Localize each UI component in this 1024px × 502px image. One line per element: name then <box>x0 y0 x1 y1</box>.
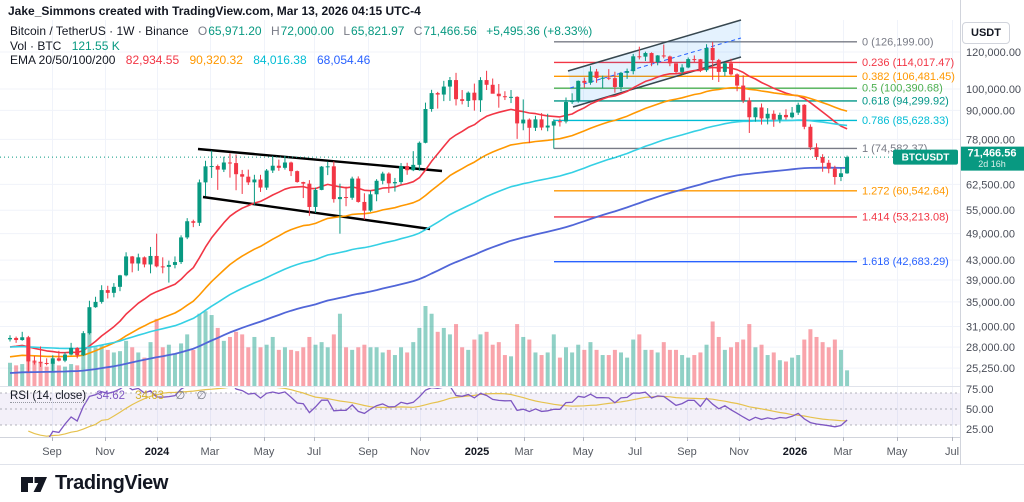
footer-bar: TradingView <box>0 465 1024 502</box>
tradingview-brand-text: TradingView <box>55 472 169 494</box>
svg-text:100,000.00: 100,000.00 <box>966 84 1021 96</box>
main-chart-canvas[interactable]: 0 (126,199.00) 0.236 (114,017.47) 0.382 (1… <box>0 0 1024 465</box>
svg-text:31,000.00: 31,000.00 <box>966 322 1015 334</box>
rsi-empty-1: ∅ <box>175 390 186 402</box>
ohlc-open-label: O <box>197 24 208 38</box>
symbol-title: Bitcoin / TetherUS · 1W · Binance <box>10 24 189 38</box>
ohlc-low-value: 65,821.97 <box>351 24 405 38</box>
price-change: +5,495.36 (+8.33%) <box>486 24 593 38</box>
svg-text:Nov: Nov <box>410 446 430 458</box>
rsi-band <box>0 392 960 426</box>
volume-label: Vol · BTC <box>10 38 62 53</box>
svg-text:BTCUSDT: BTCUSDT <box>902 153 950 164</box>
svg-text:39,000.00: 39,000.00 <box>966 275 1015 287</box>
rsi-value: 34.62 <box>96 390 126 402</box>
svg-text:0.382 (106,481.45): 0.382 (106,481.45) <box>862 71 955 83</box>
ohlc-low-label: L <box>343 24 351 38</box>
svg-text:May: May <box>887 446 908 458</box>
svg-text:2026: 2026 <box>783 446 807 458</box>
rsi-ma-value: 34.63 <box>135 390 165 402</box>
volume-legend-row[interactable]: Vol · BTC 121.55 K <box>10 39 592 54</box>
currency-toggle-button[interactable]: USDT <box>962 22 1010 44</box>
ema-legend-row[interactable]: EMA 20/50/100/200 82,934.55 90,320.32 84… <box>10 53 592 68</box>
svg-text:2025: 2025 <box>465 446 489 458</box>
svg-text:0 (126,199.00): 0 (126,199.00) <box>862 36 934 48</box>
svg-text:55,000.00: 55,000.00 <box>966 205 1015 217</box>
svg-text:May: May <box>254 446 275 458</box>
grid-lines <box>0 20 960 437</box>
rsi-label: RSI (14, close) <box>10 390 87 403</box>
svg-text:1.618 (42,683.29): 1.618 (42,683.29) <box>862 256 949 268</box>
attribution-text: Jake_Simmons created with TradingView.co… <box>8 4 421 18</box>
svg-text:2024: 2024 <box>145 446 170 458</box>
ohlc-open-value: 65,971.20 <box>208 24 262 38</box>
volume-value: 121.55 K <box>71 38 120 53</box>
ema-lines <box>9 66 848 374</box>
rsi-legend[interactable]: RSI (14, close) 34.62 34.63 ∅ ∅ <box>10 388 207 403</box>
svg-text:35,000.00: 35,000.00 <box>966 297 1015 309</box>
current-price-line: BTCUSDT <box>0 149 960 165</box>
ohlc-close-label: C <box>413 24 423 38</box>
rsi-empty-2: ∅ <box>196 390 207 402</box>
svg-text:Mar: Mar <box>515 446 534 458</box>
ema20-value: 82,934.55 <box>125 53 180 67</box>
svg-text:Mar: Mar <box>201 446 220 458</box>
time-axis-labels[interactable]: Sep Nov 2024 Mar May Jul Sep Nov 2025 Mar May Jul Se… <box>42 437 959 458</box>
svg-text:Mar: Mar <box>834 446 853 458</box>
ema50-value: 90,320.32 <box>189 53 243 67</box>
svg-text:62,500.00: 62,500.00 <box>966 179 1015 191</box>
svg-text:2d 16h: 2d 16h <box>978 159 1006 169</box>
ohlc-high-value: 72,000.00 <box>280 24 335 38</box>
svg-text:71,466.56: 71,466.56 <box>968 148 1017 160</box>
svg-text:90,000.00: 90,000.00 <box>966 105 1015 117</box>
ema-label: EMA 20/50/100/200 <box>10 53 116 67</box>
svg-text:May: May <box>573 446 594 458</box>
svg-text:Nov: Nov <box>95 446 115 458</box>
svg-text:Jul: Jul <box>307 446 321 458</box>
svg-text:0.5 (100,390.68): 0.5 (100,390.68) <box>862 83 943 95</box>
svg-text:Sep: Sep <box>42 446 62 458</box>
svg-text:Jul: Jul <box>628 446 642 458</box>
svg-text:0.786 (85,628.33): 0.786 (85,628.33) <box>862 115 949 127</box>
svg-text:120,000.00: 120,000.00 <box>966 47 1021 59</box>
volume-bars <box>8 306 850 386</box>
svg-text:28,000.00: 28,000.00 <box>966 342 1015 354</box>
svg-text:78,000.00: 78,000.00 <box>966 134 1015 146</box>
tradingview-logo[interactable]: TradingView <box>20 472 168 496</box>
svg-text:49,000.00: 49,000.00 <box>966 229 1015 241</box>
svg-text:1.414 (53,213.08): 1.414 (53,213.08) <box>862 211 949 223</box>
svg-text:25,250.00: 25,250.00 <box>966 363 1015 375</box>
svg-text:1.272 (60,542.64): 1.272 (60,542.64) <box>862 185 949 197</box>
svg-text:Nov: Nov <box>729 446 749 458</box>
svg-text:25.00: 25.00 <box>966 424 994 436</box>
svg-text:0.236 (114,017.47): 0.236 (114,017.47) <box>862 57 954 69</box>
price-axis-labels[interactable]: 120,000.00 100,000.00 90,000.00 78,000.00 62… <box>966 47 1021 436</box>
ema100-value: 84,016.38 <box>253 53 307 67</box>
rsi-lines <box>28 388 848 437</box>
svg-text:50.00: 50.00 <box>966 404 994 416</box>
ema200-value: 68,054.46 <box>316 53 371 67</box>
pane-separators <box>0 0 1024 465</box>
tradingview-logo-icon <box>21 476 47 492</box>
svg-text:Sep: Sep <box>358 446 378 458</box>
svg-text:Sep: Sep <box>677 446 697 458</box>
svg-text:Jul: Jul <box>945 446 959 458</box>
chart-legend: Bitcoin / TetherUS · 1W · Binance O65,97… <box>10 24 592 68</box>
svg-text:43,000.00: 43,000.00 <box>966 255 1015 267</box>
ohlc-high-label: H <box>270 24 280 38</box>
ohlc-close-value: 71,466.56 <box>423 24 477 38</box>
candles[interactable] <box>8 41 850 372</box>
fib-retracement: 0 (126,199.00) 0.236 (114,017.47) 0.382 (1… <box>554 36 955 268</box>
svg-text:0.618 (94,299.92): 0.618 (94,299.92) <box>862 95 949 107</box>
symbol-legend-row[interactable]: Bitcoin / TetherUS · 1W · Binance O65,97… <box>10 24 592 39</box>
svg-text:75.00: 75.00 <box>966 384 994 396</box>
